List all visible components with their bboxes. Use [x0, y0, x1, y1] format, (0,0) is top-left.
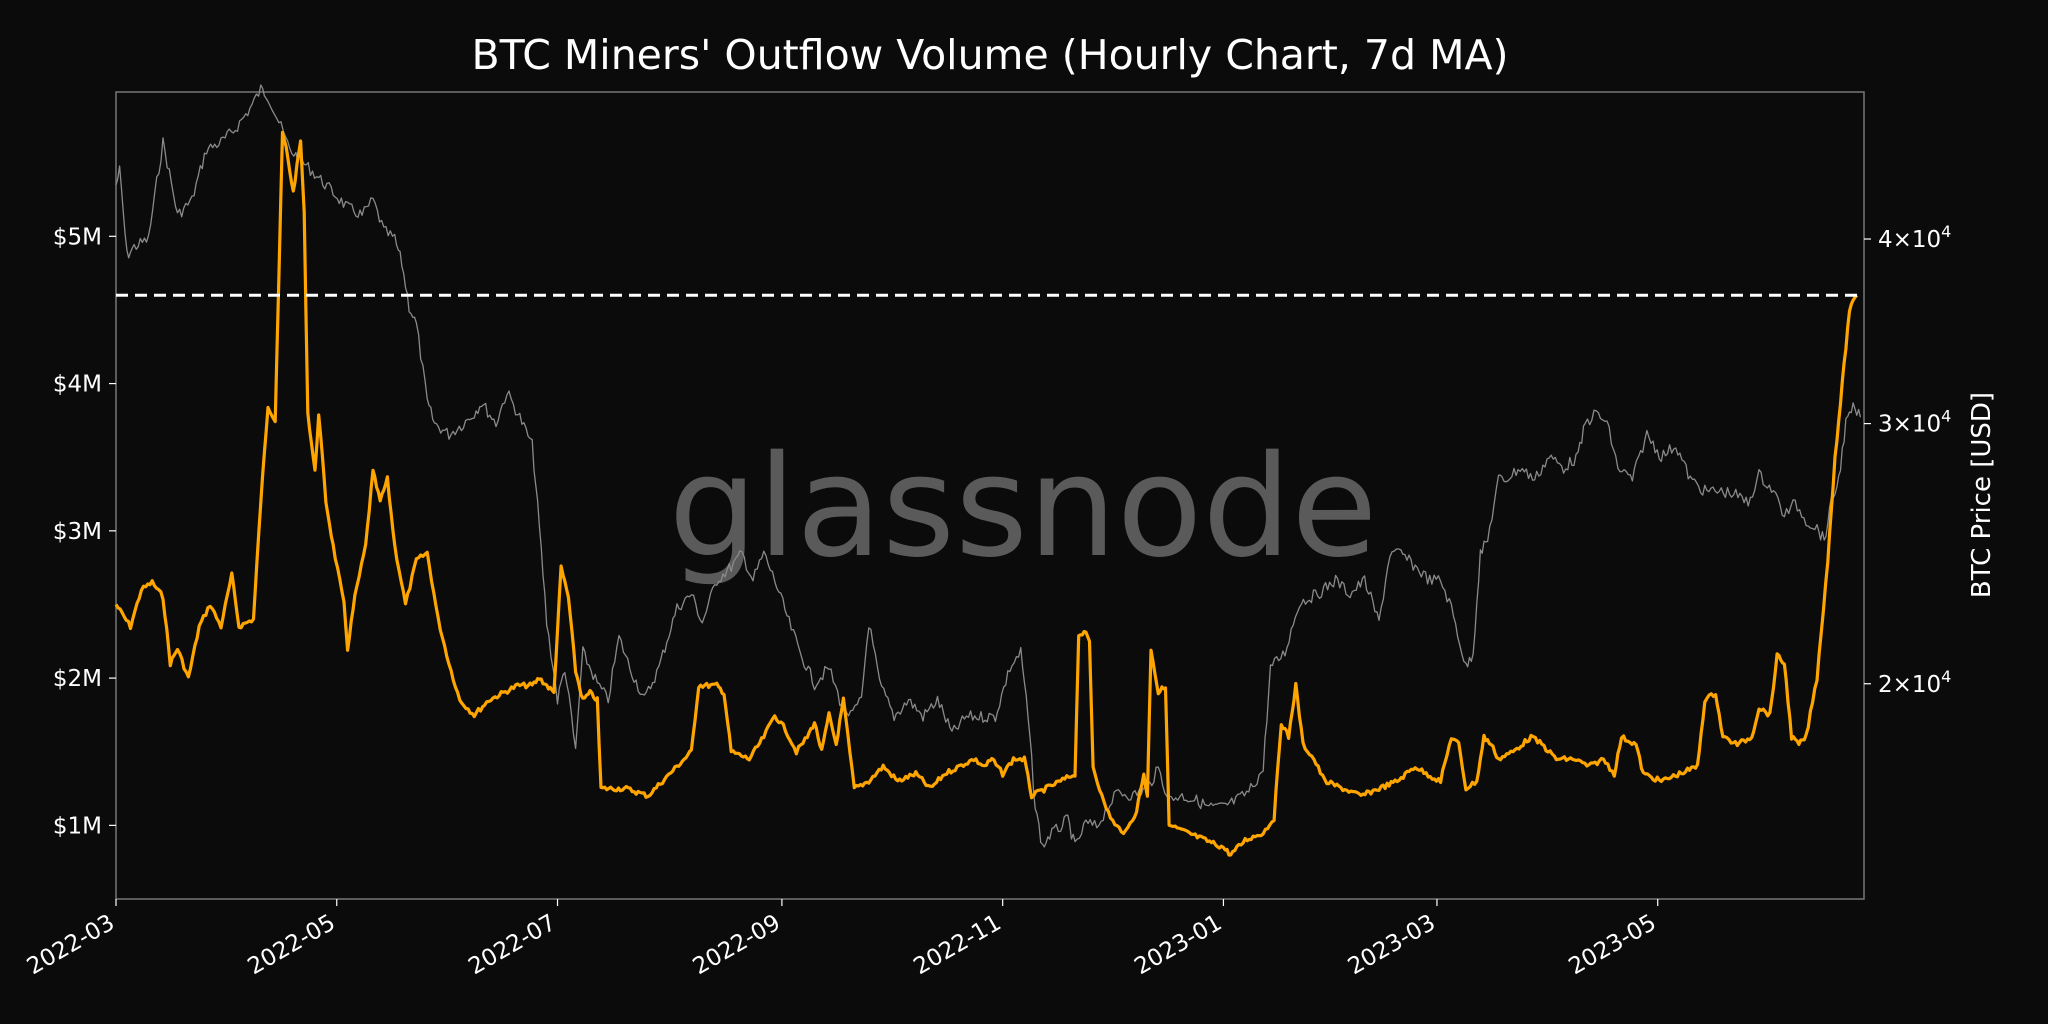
chart-title: BTC Miners' Outflow Volume (Hourly Chart… [472, 31, 1509, 79]
right-y-tick-label: 4×104 [1878, 222, 1951, 253]
left-y-tick-label: $1M [53, 813, 102, 839]
left-y-tick-label: $4M [53, 372, 102, 398]
plot-area [115, 91, 1865, 900]
price-series-layer [115, 84, 1862, 848]
right-y-tick-label: 2×104 [1878, 667, 1951, 698]
left-y-tick-label: $2M [53, 666, 102, 692]
outflow-series-layer [114, 130, 1859, 857]
right-y-tick-label: 3×104 [1878, 407, 1951, 438]
left-y-tick-label: $5M [53, 224, 102, 250]
watermark: glassnode [669, 426, 1378, 589]
right-y-axis-label: BTC Price [USD] [1967, 392, 1997, 598]
left-y-tick-label: $3M [53, 519, 102, 545]
price-series-line [115, 84, 1862, 848]
outflow-series-line [114, 130, 1859, 857]
left-y-axis: $1M $2M $3M $4M $5M [53, 224, 116, 839]
right-y-axis: 2×104 3×104 4×104 [1864, 222, 1951, 698]
